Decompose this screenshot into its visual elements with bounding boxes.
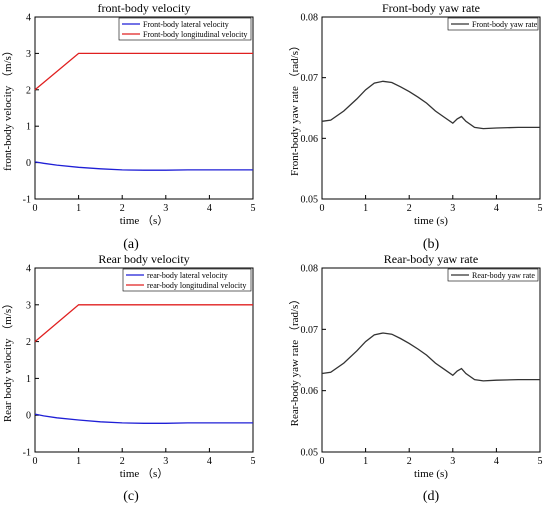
y-tick-label: -1	[23, 448, 31, 459]
legend-label: Front-body longitudinal velocity	[143, 30, 247, 39]
x-tick-label: 5	[538, 456, 543, 467]
x-tick-label: 4	[494, 203, 499, 214]
y-tick-label: 0.05	[301, 195, 319, 206]
legend-label: rear-body longitudinal velocity	[147, 281, 246, 290]
y-tick-label: 0.06	[301, 134, 319, 145]
legend-label: Front-body yaw rate	[472, 20, 538, 29]
y-tick-label: 1	[26, 374, 31, 385]
x-tick-label: 2	[120, 456, 125, 467]
x-tick-label: 5	[251, 203, 256, 214]
x-tick-label: 1	[363, 203, 368, 214]
panel-caption: (a)	[123, 237, 139, 252]
series-line-1	[34, 161, 253, 171]
series-line-1	[321, 80, 540, 130]
x-tick-label: 0	[33, 456, 38, 467]
panel-caption: (d)	[423, 489, 440, 504]
legend-label: Front-body lateral velocity	[143, 20, 229, 29]
legend-box	[122, 268, 252, 292]
legend-label: Rear-body yaw rate	[472, 271, 535, 280]
series-line-1	[34, 413, 253, 424]
chart-title: Front-body yaw rate	[382, 1, 480, 15]
series-line-1	[321, 332, 540, 382]
y-axis-label: Rear-body yaw rate （rad/s）	[288, 294, 301, 427]
x-axis-label: time (s)	[414, 468, 448, 480]
panel-caption: (b)	[423, 237, 440, 252]
x-tick-label: 3	[163, 456, 168, 467]
y-tick-label: 1	[26, 122, 31, 133]
y-tick-label: 4	[26, 264, 31, 275]
chart-title: Rear body velocity	[98, 252, 189, 266]
y-tick-label: 0.07	[301, 325, 319, 336]
plot-frame	[34, 267, 254, 453]
x-tick-label: 0	[320, 203, 325, 214]
x-tick-label: 1	[76, 456, 81, 467]
legend-box	[118, 17, 252, 41]
x-tick-label: 2	[120, 203, 125, 214]
series-line-2	[34, 52, 253, 91]
series-line-2	[34, 304, 253, 343]
y-tick-label: 0	[26, 411, 31, 422]
y-tick-label: 0.08	[301, 264, 319, 275]
chart-title: Rear-body yaw rate	[384, 252, 478, 266]
legend-box	[447, 17, 539, 31]
x-axis-label: time （s）	[120, 214, 169, 227]
x-axis-label: time (s)	[414, 215, 448, 227]
y-tick-label: 2	[26, 337, 31, 348]
plot-frame	[321, 16, 541, 200]
plot-frame	[321, 267, 541, 453]
x-tick-label: 4	[207, 203, 212, 214]
y-tick-label: 0.06	[301, 386, 319, 397]
y-tick-label: 0	[26, 158, 31, 169]
y-tick-label: 0.05	[301, 448, 319, 459]
y-axis-label: Front-body yaw rate （rad/s）	[288, 40, 301, 176]
panel-caption: (c)	[123, 489, 139, 504]
y-tick-label: 0.07	[301, 73, 319, 84]
x-tick-label: 3	[163, 203, 168, 214]
y-tick-label: 0.08	[301, 13, 319, 24]
x-tick-label: 0	[320, 456, 325, 467]
x-tick-label: 3	[450, 203, 455, 214]
legend-box	[447, 268, 539, 282]
chart-panel-2: 0 1 2 3 4 5 0.05 0.06 0.07 0.08 Front-body yaw rat…	[288, 1, 543, 252]
chart-title: front-body velocity	[98, 1, 191, 15]
y-tick-label: 3	[26, 300, 31, 311]
y-tick-label: 3	[26, 49, 31, 60]
x-tick-label: 5	[251, 456, 256, 467]
x-tick-label: 1	[76, 203, 81, 214]
x-tick-label: 2	[407, 203, 412, 214]
x-tick-label: 3	[450, 456, 455, 467]
y-tick-label: 2	[26, 85, 31, 96]
y-tick-label: 4	[26, 13, 31, 24]
x-tick-label: 5	[538, 203, 543, 214]
legend-label: rear-body lateral velocity	[147, 271, 228, 280]
y-axis-label: Rear body velocity （m/s）	[1, 298, 14, 422]
x-tick-label: 0	[33, 203, 38, 214]
plot-frame	[34, 16, 254, 200]
x-tick-label: 4	[494, 456, 499, 467]
x-tick-label: 2	[407, 456, 412, 467]
x-axis-label: time （s）	[120, 467, 169, 480]
x-tick-label: 4	[207, 456, 212, 467]
chart-panel-4: 0 1 2 3 4 5 0.05 0.06 0.07 0.08 Rear-body yaw rate…	[288, 252, 543, 504]
y-axis-label: front-body velocity （m/s）	[1, 45, 14, 171]
x-tick-label: 1	[363, 456, 368, 467]
y-tick-label: -1	[23, 195, 31, 206]
